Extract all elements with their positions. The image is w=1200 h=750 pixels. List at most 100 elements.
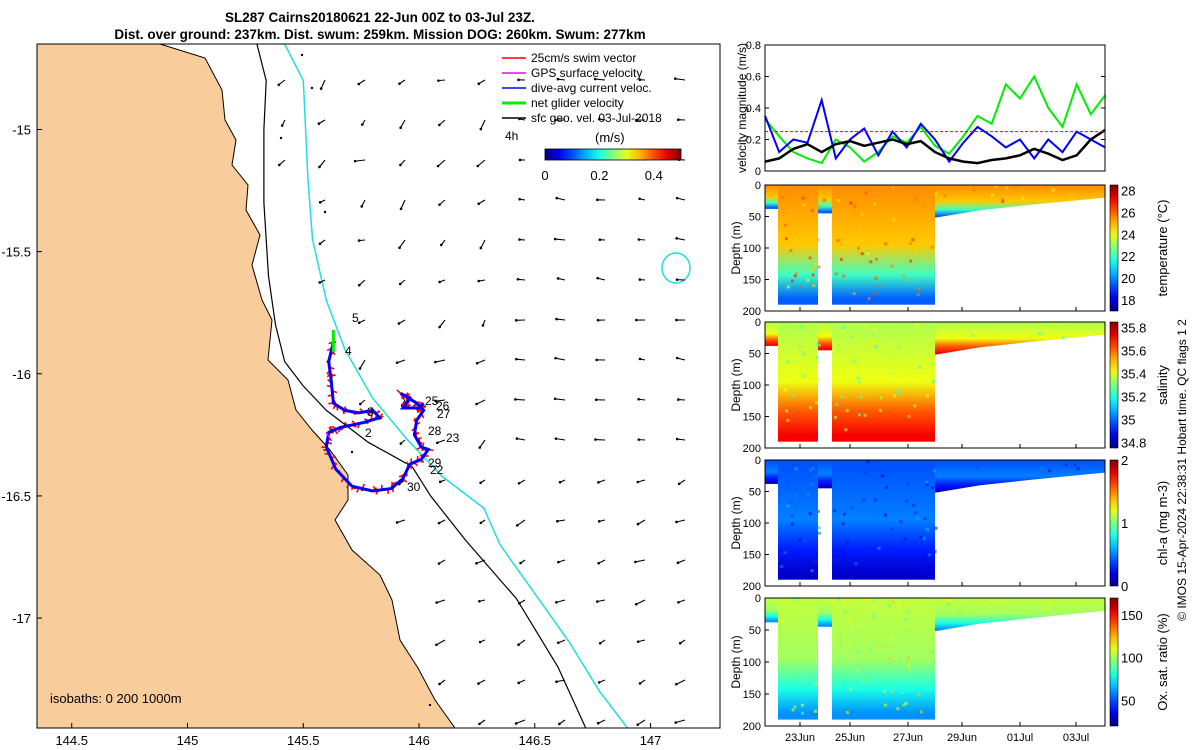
current-arrowhead bbox=[675, 682, 678, 686]
heatmap-speckle bbox=[867, 297, 871, 301]
heatmap-speckle bbox=[844, 428, 848, 432]
colorbar-tick-label: 26 bbox=[1121, 205, 1135, 220]
heatmap-speckle bbox=[817, 265, 821, 269]
heatmap-speckle bbox=[806, 328, 810, 332]
heatmap-speckle bbox=[834, 415, 838, 419]
current-arrowhead bbox=[437, 562, 441, 565]
heatmap-speckle bbox=[990, 193, 994, 197]
heatmap-speckle bbox=[915, 516, 919, 520]
legend-entry: 25cm/s swim vector bbox=[531, 51, 636, 65]
current-arrowhead bbox=[478, 599, 481, 603]
legend-entry: dive-avg current veloc. bbox=[531, 81, 652, 95]
current-arrowhead bbox=[360, 205, 364, 208]
heatmap-speckle bbox=[863, 566, 867, 570]
heatmap-speckle bbox=[872, 614, 876, 618]
current-arrow bbox=[677, 357, 686, 361]
current-arrowhead bbox=[637, 238, 641, 241]
colorbar-tick-label: 20 bbox=[1121, 271, 1135, 286]
heatmap-speckle bbox=[890, 264, 894, 268]
current-arrowhead bbox=[477, 279, 481, 283]
island bbox=[323, 210, 327, 214]
heatmap-speckle bbox=[892, 394, 896, 398]
heatmap-speckle bbox=[786, 418, 790, 422]
heatmap-deep-segment bbox=[832, 322, 935, 442]
heatmap-speckle bbox=[934, 526, 938, 530]
current-arrow bbox=[396, 519, 406, 523]
current-arrow bbox=[397, 359, 406, 364]
current-arrowhead bbox=[677, 600, 680, 604]
heatmap-start-segment bbox=[765, 460, 778, 484]
colorbar-tick-label: 24 bbox=[1121, 227, 1135, 242]
heatmap-speckle bbox=[926, 565, 930, 569]
heatmap-speckle bbox=[813, 376, 817, 380]
heatmap-speckle bbox=[791, 394, 795, 398]
heatmap-speckle bbox=[1000, 198, 1004, 202]
heatmap-speckle bbox=[872, 642, 876, 646]
heatmap-ytick-label: 150 bbox=[743, 412, 761, 424]
current-arrow bbox=[480, 239, 486, 249]
current-arrowhead bbox=[677, 398, 680, 401]
current-arrow bbox=[435, 359, 446, 363]
heatmap-speckle bbox=[863, 413, 867, 417]
heatmap-colorbar bbox=[1109, 597, 1119, 727]
heatmap-speckle bbox=[786, 285, 790, 289]
heatmap-speckle bbox=[800, 613, 804, 617]
heatmap-ytick-label: 0 bbox=[755, 593, 761, 605]
heatmap-speckle bbox=[914, 511, 918, 515]
heatmap-speckle bbox=[917, 287, 921, 291]
current-arrow bbox=[556, 318, 566, 321]
current-arrowhead bbox=[318, 165, 321, 169]
colorbar-tick-label: 2 bbox=[1121, 453, 1128, 468]
velocity-ytick-label: 0 bbox=[755, 166, 761, 178]
heatmap-ytick-label: 200 bbox=[743, 443, 761, 455]
heatmap-speckle bbox=[801, 352, 805, 356]
current-arrowhead bbox=[518, 197, 521, 201]
heatmap-speckle bbox=[1061, 336, 1065, 340]
heatmap-speckle bbox=[914, 626, 918, 630]
current-arrowhead bbox=[475, 402, 478, 406]
heatmap-speckle bbox=[930, 245, 934, 249]
heatmap-speckle bbox=[815, 401, 819, 405]
velocity-ytick-label: 0.8 bbox=[746, 40, 761, 52]
current-arrowhead bbox=[518, 602, 521, 605]
colorbar-tick-label: 35 bbox=[1121, 412, 1135, 427]
heatmap-speckle bbox=[1047, 469, 1051, 473]
current-arrowhead bbox=[435, 601, 438, 604]
heatmap-speckle bbox=[842, 326, 846, 330]
heatmap-speckle bbox=[913, 355, 917, 359]
current-arrowhead bbox=[514, 319, 518, 322]
current-arrow bbox=[516, 358, 526, 361]
colorbar-title: chl-a (mg m-3) bbox=[1155, 481, 1170, 566]
current-arrowhead bbox=[277, 83, 281, 87]
heatmap-speckle bbox=[897, 345, 901, 349]
heatmap-speckle bbox=[836, 199, 840, 203]
heatmap-speckle bbox=[877, 285, 881, 289]
current-arrowhead bbox=[437, 79, 440, 82]
heatmap-speckle bbox=[846, 711, 850, 715]
heatmap-speckle bbox=[909, 259, 913, 263]
heatmap-speckle bbox=[817, 526, 821, 530]
current-arrowhead bbox=[476, 164, 480, 168]
current-arrow bbox=[676, 679, 686, 685]
heatmap-speckle bbox=[801, 487, 805, 491]
heatmap-ytick-label: 200 bbox=[743, 721, 761, 733]
heatmap-speckle bbox=[900, 520, 904, 524]
heatmap-deep-segment bbox=[778, 185, 818, 305]
current-arrowhead bbox=[360, 123, 364, 126]
current-arrow bbox=[555, 238, 566, 241]
heatmap-speckle bbox=[1074, 604, 1078, 608]
colorbar-tick-label: 35.2 bbox=[1121, 389, 1146, 404]
heatmap-speckle bbox=[845, 409, 849, 413]
heatmap-speckle bbox=[857, 380, 861, 384]
current-arrowhead bbox=[357, 239, 361, 242]
current-arrowhead bbox=[438, 203, 441, 206]
current-arrowhead bbox=[557, 641, 560, 645]
heatmap-speckle bbox=[810, 569, 814, 573]
map-xtick-label: 146 bbox=[408, 733, 430, 748]
heatmap-speckle bbox=[800, 703, 804, 707]
heatmap-speckle bbox=[879, 396, 883, 400]
current-arrowhead bbox=[359, 402, 362, 406]
current-arrowhead bbox=[398, 82, 401, 85]
heatmap-gap-segment bbox=[818, 598, 832, 627]
heatmap-speckle bbox=[808, 256, 812, 260]
